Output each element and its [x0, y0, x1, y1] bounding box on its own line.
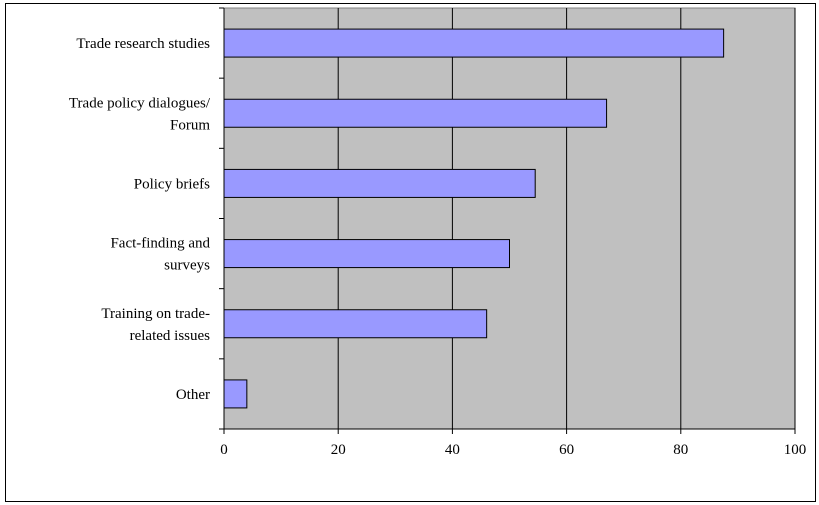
- plot-area: [223, 7, 796, 430]
- category-label-line: Trade policy dialogues/: [69, 95, 211, 111]
- category-label: Fact-finding and surveys: [110, 236, 210, 274]
- category-label-line: Trade research studies: [76, 36, 210, 52]
- category-label-line: Training on trade-: [101, 306, 210, 322]
- bar: [223, 28, 725, 58]
- category-label: Trade research studies: [76, 36, 210, 52]
- x-tick-label: 80: [673, 442, 688, 458]
- bar: [223, 239, 510, 269]
- category-label-line: related issues: [130, 328, 211, 344]
- category-label-line: surveys: [164, 258, 210, 274]
- x-tick-label: 100: [784, 442, 807, 458]
- category-label-line: Other: [176, 387, 210, 403]
- x-tick-label: 0: [220, 442, 228, 458]
- bar: [223, 168, 536, 198]
- category-label: Trade policy dialogues/Forum: [69, 95, 211, 133]
- category-label-line: Fact-finding and: [110, 236, 210, 252]
- category-label: Other: [176, 387, 210, 403]
- bar: [223, 309, 488, 339]
- category-label: Policy briefs: [134, 176, 210, 192]
- category-label-line: Policy briefs: [134, 176, 210, 192]
- bar: [223, 379, 248, 409]
- category-label-line: Forum: [170, 117, 210, 133]
- x-tick-label: 20: [331, 442, 346, 458]
- category-label: Training on trade-related issues: [101, 306, 210, 344]
- x-tick-label: 60: [559, 442, 574, 458]
- bar: [223, 98, 608, 128]
- x-tick-label: 40: [445, 442, 460, 458]
